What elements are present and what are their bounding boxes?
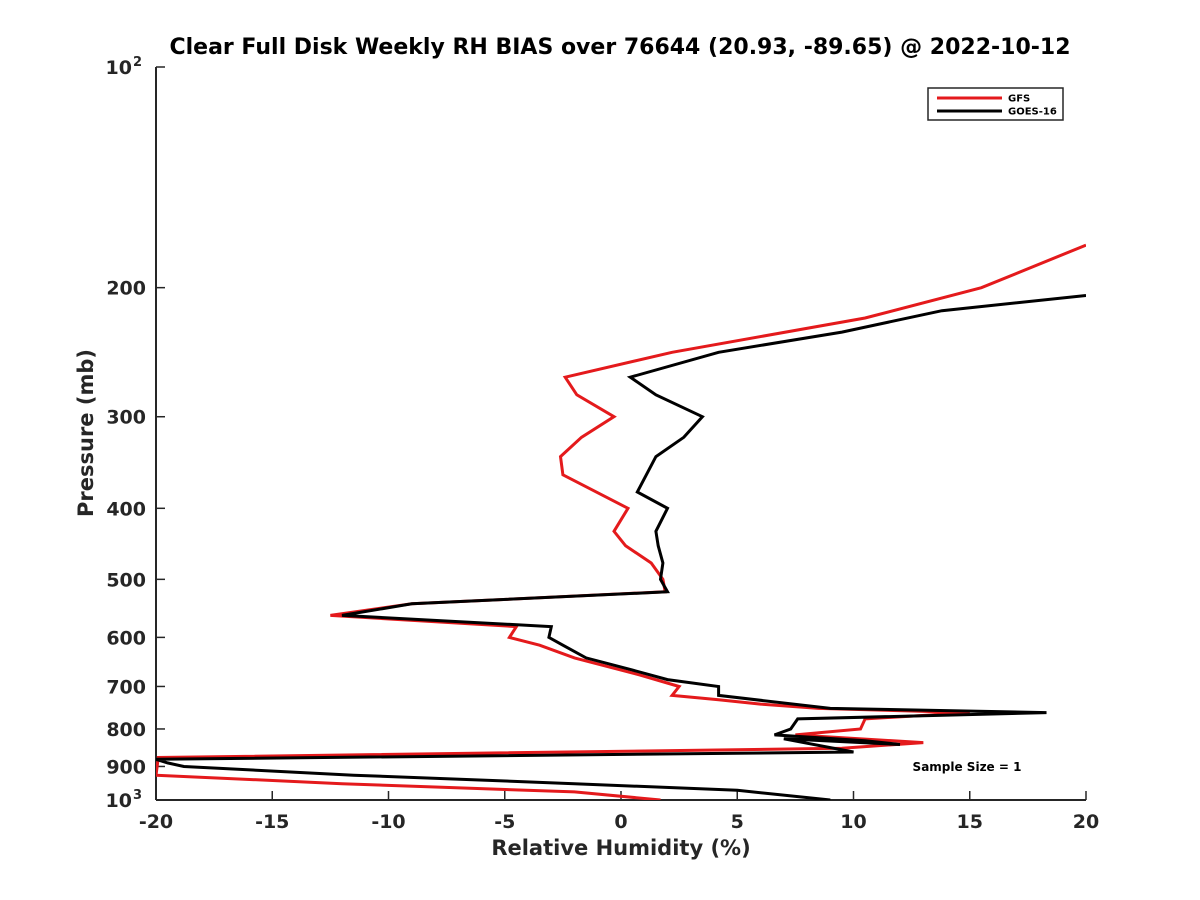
y-tick-label: 10 <box>106 57 132 79</box>
legend-items: GFS GOES-16 <box>937 94 1057 118</box>
x-tick-label: 10 <box>840 811 866 833</box>
x-tick-label: 5 <box>731 811 744 833</box>
y-tick-label: 600 <box>106 627 146 649</box>
chart-title: Clear Full Disk Weekly RH BIAS over 7664… <box>169 35 1070 60</box>
sample-size-annotation: Sample Size = 1 <box>913 760 1022 774</box>
x-tick-label: 15 <box>957 811 983 833</box>
y-tick-label: 300 <box>106 407 146 429</box>
y-tick-label: 500 <box>106 569 146 591</box>
x-tick-label: 0 <box>614 811 627 833</box>
y-tick-exponent: 2 <box>133 55 142 70</box>
series-line-gfs <box>156 243 1086 800</box>
y-tick-label: 200 <box>106 278 146 300</box>
y-tick-exponent: 3 <box>133 788 142 803</box>
x-tick-label: -5 <box>494 811 515 833</box>
x-axis-ticks: -20 -15 -10 -5 0 5 10 15 20 <box>139 791 1099 833</box>
y-tick-label: 700 <box>106 676 146 698</box>
y-axis-label: Pressure (mb) <box>74 349 98 517</box>
x-tick-label: -15 <box>255 811 289 833</box>
legend-label: GOES-16 <box>1008 107 1057 118</box>
legend: GFS GOES-16 <box>927 87 1064 121</box>
y-tick-label: 900 <box>106 756 146 778</box>
y-tick-label: 10 <box>106 790 132 812</box>
x-axis-label: Relative Humidity (%) <box>491 836 750 860</box>
legend-box <box>927 87 1064 121</box>
x-tick-label: -20 <box>139 811 173 833</box>
series-lines <box>156 243 1086 800</box>
series-line-goes-16 <box>156 294 1086 800</box>
x-tick-label: -10 <box>371 811 405 833</box>
legend-label: GFS <box>1008 94 1030 105</box>
x-tick-label: 20 <box>1073 811 1099 833</box>
y-tick-label: 800 <box>106 719 146 741</box>
y-tick-label: 400 <box>106 498 146 520</box>
plot-area: -20 -15 -10 -5 0 5 10 15 20 10 220030040050060070… <box>106 55 1100 833</box>
